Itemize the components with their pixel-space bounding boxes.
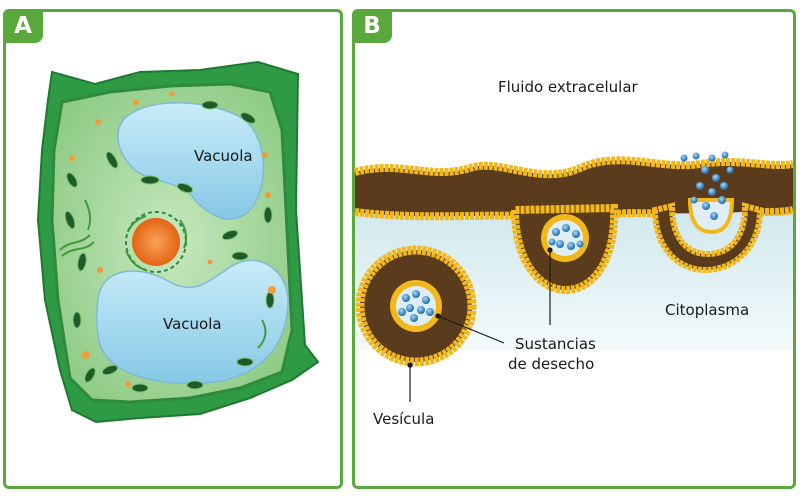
nucleus <box>132 218 180 266</box>
membrane-outer-heads <box>353 156 794 179</box>
membrane-diagram: Fluido extracelular Citoplasma Sustancia… <box>353 78 794 428</box>
vacuole-top-label: Vacuola <box>194 147 253 165</box>
chloroplasts <box>64 100 275 393</box>
plant-cell: Vacuola Vacuola <box>36 60 320 424</box>
membrane-inner-heads <box>354 208 521 221</box>
vacuole-top-shape <box>117 102 265 220</box>
panel-a-badge: A <box>3 9 43 43</box>
waste-label-line2: de desecho <box>508 355 594 373</box>
golgi-er <box>59 199 267 349</box>
leader-lines <box>407 247 553 402</box>
opening-vesicle <box>651 202 764 274</box>
cytoplasm-label: Citoplasma <box>665 301 749 319</box>
extracellular-label: Fluido extracelular <box>498 78 639 96</box>
vesicle-label: Vesícula <box>373 410 434 428</box>
panel-b-badge: B <box>352 9 392 43</box>
waste-label-line1: Sustancias <box>515 335 596 353</box>
vacuole-bottom-label: Vacuola <box>163 315 222 333</box>
mitochondria <box>69 91 276 387</box>
waste-particles <box>398 151 734 322</box>
vacuole-bottom-shape <box>95 259 289 385</box>
plasma-membrane <box>355 160 793 217</box>
